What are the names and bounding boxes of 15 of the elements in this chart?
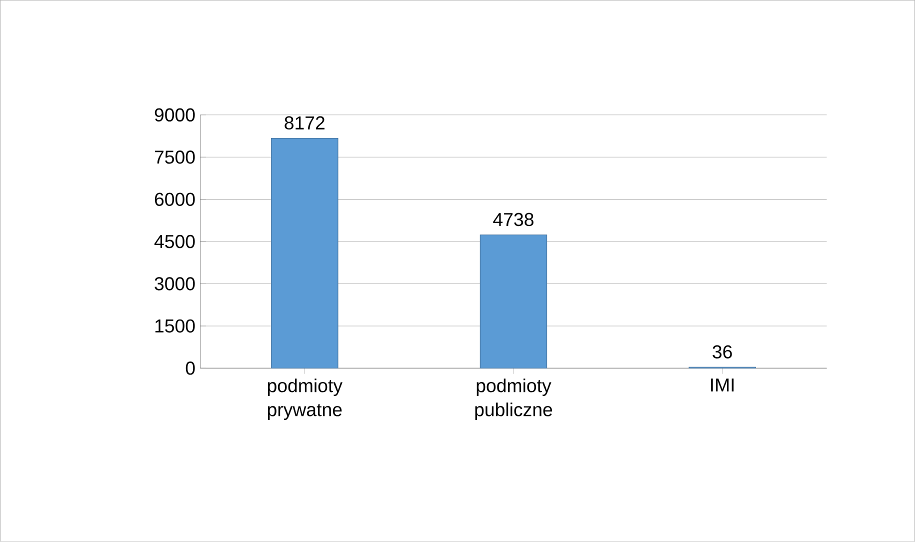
y-tick-label: 3000 (154, 277, 195, 290)
bar (271, 138, 338, 369)
y-tick-label: 9000 (154, 108, 195, 122)
y-tick-label: 6000 (154, 192, 195, 206)
y-tick-label: 0 (186, 362, 195, 375)
bar (480, 234, 548, 369)
data-label: 36 (712, 345, 732, 359)
x-tick-label: podmioty prywatne (268, 378, 342, 420)
y-tick-label: 7500 (154, 150, 195, 164)
x-tick-label: IMI (711, 378, 734, 392)
data-label: 4738 (493, 213, 534, 226)
y-tick-label: 4500 (154, 235, 195, 248)
y-tick-label: 1500 (155, 319, 195, 333)
data-label: 8172 (284, 116, 324, 130)
x-tick-label: podmioty publiczne (475, 378, 552, 420)
